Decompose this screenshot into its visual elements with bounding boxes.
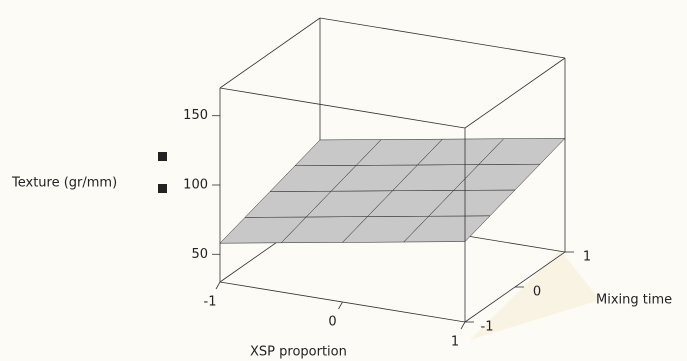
box-edge xyxy=(464,57,566,129)
z-tick-label: 50 xyxy=(191,247,208,262)
box-edge xyxy=(319,17,566,59)
box-edge xyxy=(219,17,321,89)
y-tick-label: -1 xyxy=(481,320,494,335)
watermark xyxy=(470,250,600,340)
x-axis-label: XSP proportion xyxy=(250,345,347,360)
z-axis-label: Texture (gr/mm) xyxy=(11,176,117,191)
z-tick-label: 100 xyxy=(183,178,208,193)
x-tick-label: 1 xyxy=(451,335,459,350)
y-tick-label: 0 xyxy=(533,285,541,300)
legend-marker xyxy=(158,152,167,161)
surface-cell xyxy=(478,138,566,165)
x-tick-label: -1 xyxy=(204,295,217,310)
x-tick xyxy=(460,321,466,330)
y-tick-label: 1 xyxy=(583,250,591,265)
x-tick-label: 0 xyxy=(328,315,336,330)
x-tick xyxy=(338,301,343,310)
box-edge xyxy=(219,87,466,129)
z-tick-label: 150 xyxy=(183,108,208,123)
legend-marker xyxy=(158,184,167,193)
y-axis-label: Mixing time xyxy=(596,293,672,308)
x-tick xyxy=(215,281,221,290)
